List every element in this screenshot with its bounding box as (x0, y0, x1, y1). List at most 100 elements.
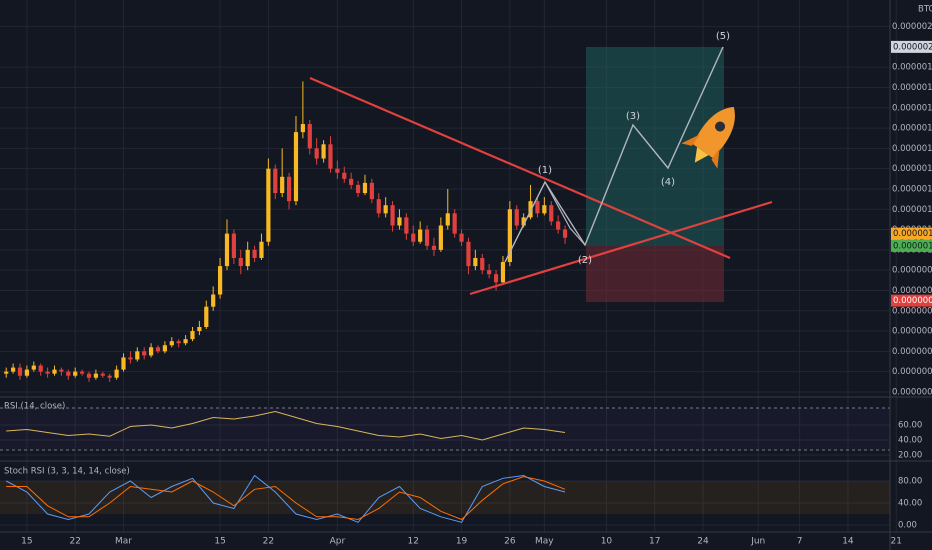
candle-body (197, 326, 202, 332)
wave-label: (2) (578, 255, 592, 266)
price-tag-box (891, 239, 932, 252)
candle-body (549, 205, 554, 222)
y-tick-label: 0.00000180 (892, 83, 932, 93)
indicator-line (6, 410, 566, 441)
candle-body (314, 148, 319, 159)
stoch-rsi-panel (0, 474, 890, 523)
y-tick-label: 0.00000150 (892, 144, 932, 154)
candle-body (155, 347, 161, 352)
candle-body (438, 225, 443, 250)
y-tick-label: 0.00000210 (892, 22, 932, 32)
y-tick-label: 0.00000040 (892, 367, 932, 377)
candle-body (266, 168, 271, 242)
candle-body (556, 221, 561, 230)
candle-body (162, 345, 167, 352)
y-tick-label: 0.00000170 (892, 103, 932, 113)
price-tag-label: 0.00000075 (893, 296, 932, 306)
candle-body (183, 339, 188, 344)
candle-body (73, 371, 78, 376)
rsi-band-fill (0, 408, 890, 450)
wave-path (504, 46, 724, 263)
x-tick-label: 10 (601, 537, 613, 547)
candle-body (369, 182, 374, 200)
trend-line-lower (469, 200, 773, 296)
price-tag-box (891, 40, 932, 53)
candle-body (93, 373, 98, 378)
candle-body (500, 262, 506, 283)
candle-body (431, 245, 437, 250)
candle-body (349, 178, 354, 185)
candle-body (514, 209, 519, 226)
candle-body (252, 249, 257, 258)
y-tick-label: 60.00 (898, 420, 922, 430)
indicator-line (5, 474, 566, 523)
x-tick-label: 21 (890, 537, 901, 547)
x-tick-label: Mar (115, 537, 132, 547)
candle-body (4, 371, 9, 374)
y-tick-label: 0.00000030 (892, 387, 932, 397)
candle-body (342, 172, 347, 179)
x-tick-label: 26 (504, 537, 516, 547)
y-tick-label: 0.00000050 (892, 347, 932, 357)
candle-body (114, 369, 119, 378)
candle-body (300, 124, 305, 133)
price-tag-label: 0.00000200 (893, 42, 932, 52)
wave-path-segment (544, 181, 586, 246)
candle-body (293, 132, 299, 202)
rsi-panel (0, 407, 890, 451)
price-tag-label: 0.00000108 (893, 229, 932, 239)
y-tick-label: 0.00000160 (892, 124, 932, 134)
candle-body (411, 233, 416, 242)
candle-body (176, 341, 181, 344)
candle-body (383, 205, 388, 214)
x-tick-label: 15 (214, 537, 225, 547)
price-tag-label: 0.00000102 (893, 241, 932, 251)
candle-body (418, 229, 423, 242)
candle-body (273, 168, 278, 194)
candle-body (390, 205, 395, 226)
candle-body (45, 371, 50, 374)
candle-body (31, 365, 36, 370)
candle-body (211, 294, 216, 307)
x-tick-label: Apr (330, 537, 346, 547)
y-tick-label: 0.00000190 (892, 63, 932, 73)
candle-body (328, 144, 333, 169)
candle-body (335, 168, 340, 173)
rsi-title: RSI (14, close) (4, 402, 65, 412)
y-tick-label: 40.00 (898, 435, 922, 445)
candle-body (424, 229, 430, 246)
candle-body (362, 182, 368, 194)
candle-body (259, 241, 264, 258)
candle-body (286, 176, 292, 202)
candle-body (487, 270, 492, 275)
candle-body (59, 369, 64, 372)
candle-body (459, 233, 464, 242)
candle-body (542, 205, 547, 214)
y-tick-label: 0.00000140 (892, 164, 932, 174)
x-tick-label: 24 (697, 537, 709, 547)
candle-body (38, 365, 43, 372)
candle-body (321, 144, 326, 159)
candle-body (521, 217, 526, 226)
indicator-line (6, 476, 566, 521)
x-tick-label: Jun (750, 537, 765, 547)
candle-body (473, 257, 478, 267)
candle-body (128, 357, 133, 360)
candle-body (528, 201, 533, 218)
candle-body (224, 233, 230, 267)
y-tick-label: 80.00 (898, 477, 922, 487)
candle-body (80, 371, 85, 374)
candle-body (86, 373, 92, 378)
candle-body (376, 199, 381, 214)
wave-label: (5) (716, 31, 730, 42)
candle-body (231, 233, 236, 258)
candle-body (100, 373, 105, 376)
candle-body (445, 213, 450, 226)
x-tick-label: 15 (21, 537, 32, 547)
trend-line-upper (309, 76, 731, 260)
candle-body (107, 375, 112, 378)
candle-body (17, 367, 23, 376)
candle-body (535, 201, 540, 214)
candle-body (217, 266, 223, 295)
y-tick-label: 0.00000060 (892, 327, 932, 337)
